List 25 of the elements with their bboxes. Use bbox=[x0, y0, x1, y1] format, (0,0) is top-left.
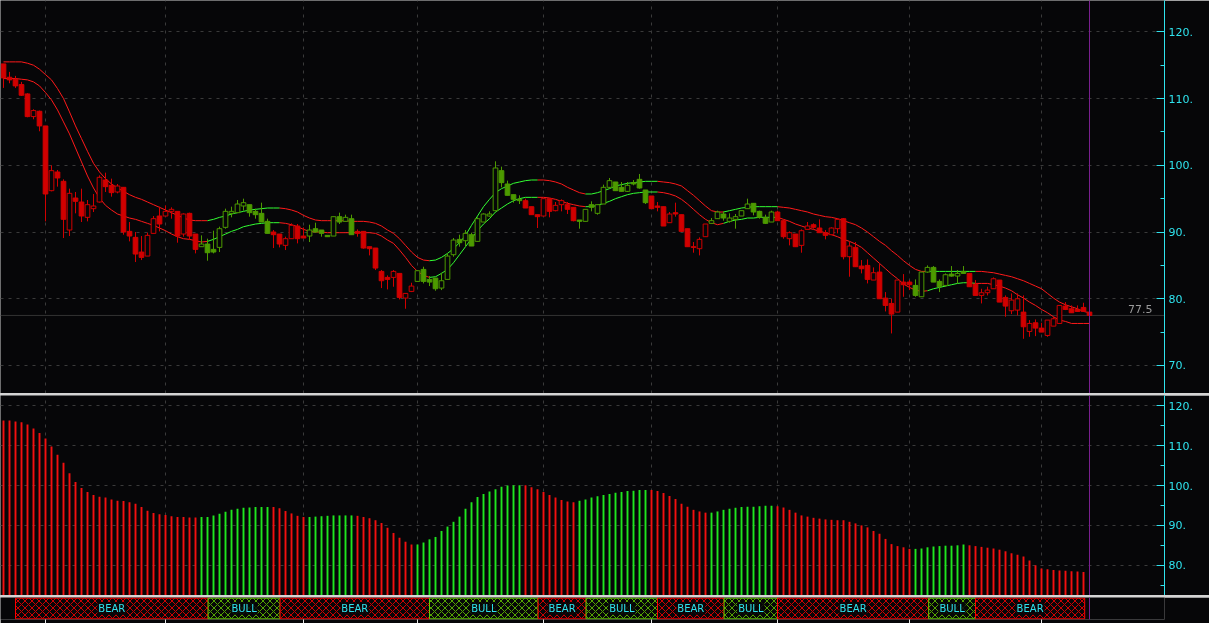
text: BULL bbox=[471, 603, 497, 614]
y-tick-label: 70. bbox=[1168, 359, 1186, 373]
text: BEAR bbox=[839, 603, 867, 614]
text: BULL bbox=[609, 603, 635, 614]
y-tick-label: 110. bbox=[1168, 92, 1193, 106]
y-tick-label: 120. bbox=[1168, 399, 1193, 413]
text: BEAR bbox=[98, 603, 126, 614]
y-tick-label: 80. bbox=[1168, 559, 1186, 573]
y-tick-label: 100. bbox=[1168, 159, 1193, 173]
ref-line-label: 77.5 bbox=[1128, 303, 1153, 317]
y-tick-label: 90. bbox=[1168, 226, 1186, 240]
y-tick-label: 120. bbox=[1168, 25, 1193, 39]
candlestick bbox=[444, 252, 451, 280]
text: BULL bbox=[231, 603, 258, 614]
candlestick bbox=[216, 226, 223, 253]
y-tick-label: 80. bbox=[1168, 292, 1186, 306]
text: BULL bbox=[738, 603, 764, 614]
text: BEAR bbox=[1016, 603, 1044, 614]
text: BEAR bbox=[548, 603, 576, 614]
y-tick-label: 110. bbox=[1168, 439, 1193, 453]
y-tick-label: 100. bbox=[1168, 479, 1193, 493]
text: BEAR bbox=[677, 603, 705, 614]
text: BEAR bbox=[341, 603, 369, 614]
y-tick-label: 90. bbox=[1168, 519, 1186, 533]
text: BULL bbox=[939, 603, 966, 614]
